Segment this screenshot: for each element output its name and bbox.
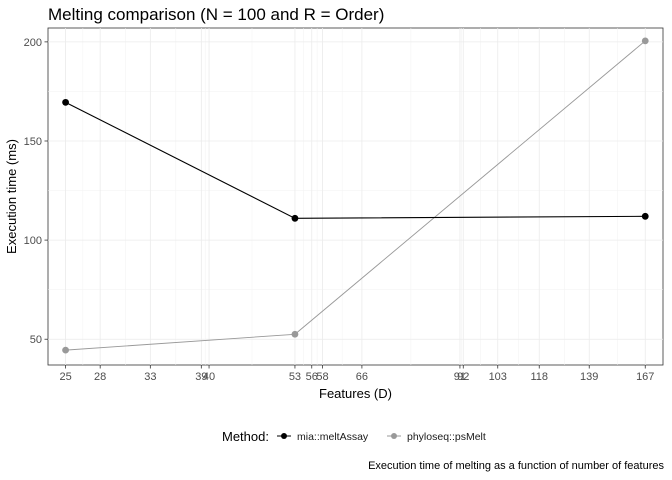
y-tick-label: 50 [30,334,42,346]
chart-title: Melting comparison (N = 100 and R = Orde… [48,5,384,24]
data-point [62,346,69,354]
legend-label: mia::meltAssay [297,431,369,443]
legend-key-point [281,433,287,439]
legend-title: Method: [222,429,269,444]
data-point [641,37,649,45]
series-points [62,37,649,354]
x-tick-label: 33 [144,371,156,383]
x-tick-label: 53 [289,371,301,383]
y-tick-label: 100 [24,235,42,247]
grid-major [48,28,663,365]
data-point [291,214,299,222]
legend-key-point [391,433,397,439]
legend: Method: mia::meltAssay phyloseq::psMelt [222,429,486,444]
x-tick-label: 66 [356,371,368,383]
x-tick-label: 118 [530,371,548,383]
legend-label: phyloseq::psMelt [407,431,486,443]
plot-panel [47,27,664,366]
x-tick-label: 28 [94,371,106,383]
x-tick-label: 103 [489,371,507,383]
x-tick-label: 91 [454,371,466,383]
x-tick-label: 25 [59,371,71,383]
y-axis: 50 100 150 200 [24,37,48,346]
data-point [62,98,69,106]
x-tick-label: 92 [457,371,469,383]
x-tick-label: 58 [316,371,328,383]
chart-caption: Execution time of melting as a function … [368,460,664,472]
y-tick-label: 200 [24,37,42,49]
data-point [291,330,299,338]
y-tick-label: 150 [24,136,42,148]
grid-minor [48,28,663,365]
x-tick-label: 56 [306,371,318,383]
x-axis-title: Features (D) [319,386,392,401]
x-tick-label: 139 [580,371,598,383]
data-point [641,212,649,220]
x-tick-label: 40 [203,371,215,383]
x-tick-label: 167 [636,371,654,383]
x-tick-label: 39 [195,371,207,383]
y-axis-title: Execution time (ms) [4,139,19,254]
